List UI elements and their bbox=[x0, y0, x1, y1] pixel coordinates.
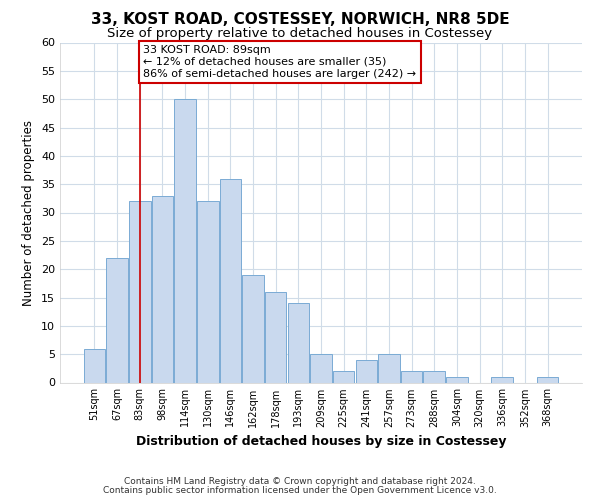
Text: 33 KOST ROAD: 89sqm
← 12% of detached houses are smaller (35)
86% of semi-detach: 33 KOST ROAD: 89sqm ← 12% of detached ho… bbox=[143, 46, 416, 78]
Bar bbox=[310, 354, 332, 382]
Bar bbox=[446, 377, 467, 382]
Y-axis label: Number of detached properties: Number of detached properties bbox=[22, 120, 35, 306]
Bar bbox=[152, 196, 173, 382]
Text: Contains public sector information licensed under the Open Government Licence v3: Contains public sector information licen… bbox=[103, 486, 497, 495]
Bar bbox=[197, 201, 218, 382]
Bar bbox=[424, 371, 445, 382]
Bar bbox=[333, 371, 355, 382]
Bar bbox=[265, 292, 286, 382]
Bar bbox=[401, 371, 422, 382]
Bar bbox=[491, 377, 513, 382]
Text: Contains HM Land Registry data © Crown copyright and database right 2024.: Contains HM Land Registry data © Crown c… bbox=[124, 478, 476, 486]
Bar bbox=[106, 258, 128, 382]
Bar bbox=[537, 377, 558, 382]
Bar bbox=[84, 348, 105, 382]
Bar bbox=[129, 201, 151, 382]
Bar bbox=[220, 178, 241, 382]
Bar bbox=[287, 303, 309, 382]
Bar bbox=[356, 360, 377, 382]
Bar bbox=[378, 354, 400, 382]
Bar bbox=[242, 275, 264, 382]
X-axis label: Distribution of detached houses by size in Costessey: Distribution of detached houses by size … bbox=[136, 435, 506, 448]
Bar bbox=[175, 99, 196, 382]
Text: 33, KOST ROAD, COSTESSEY, NORWICH, NR8 5DE: 33, KOST ROAD, COSTESSEY, NORWICH, NR8 5… bbox=[91, 12, 509, 28]
Text: Size of property relative to detached houses in Costessey: Size of property relative to detached ho… bbox=[107, 28, 493, 40]
